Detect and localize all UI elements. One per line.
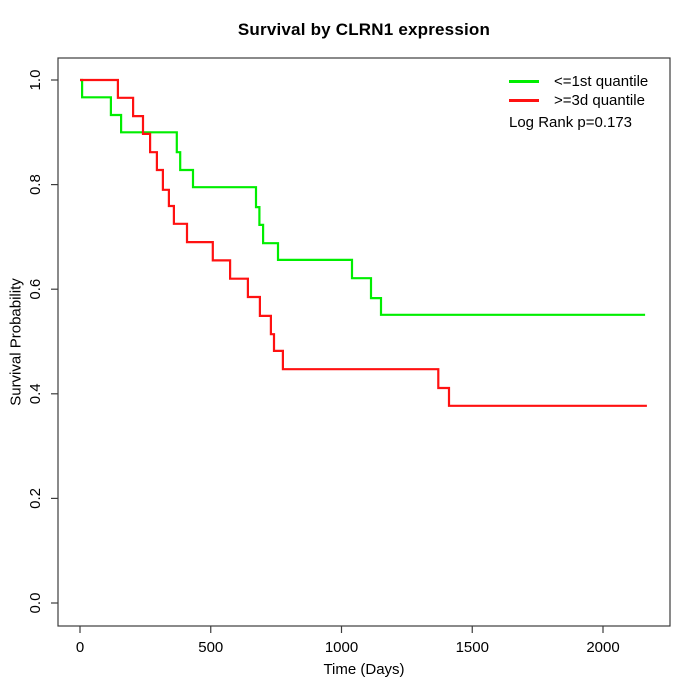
- plot-box: [57, 57, 671, 627]
- y-tick-label: 1.0: [27, 70, 44, 91]
- x-tick-label: 1000: [325, 639, 358, 656]
- y-tick-label: 0.8: [27, 174, 44, 195]
- x-tick-label: 1500: [456, 639, 489, 656]
- legend-line-green: [509, 80, 539, 83]
- x-tick-label: 0: [76, 639, 84, 656]
- y-tick-label: 0.2: [27, 488, 44, 509]
- legend-line-red: [509, 99, 539, 102]
- chart-title: Survival by CLRN1 expression: [237, 20, 491, 39]
- x-axis-ticks: 0 500 1000 1500 2000: [76, 626, 620, 656]
- survival-curve-red: [80, 78, 647, 407]
- y-tick-label: 0.0: [27, 593, 44, 614]
- legend-entry-first-quantile: <=1st quantile: [509, 72, 648, 91]
- y-tick-label: 0.4: [27, 383, 44, 404]
- y-axis-label: Survival Probability: [7, 278, 25, 406]
- x-axis-label: Time (Days): [323, 661, 405, 678]
- legend-entry-third-quantile: >=3d quantile: [509, 91, 648, 110]
- legend-label-first-quantile: <=1st quantile: [554, 73, 649, 90]
- log-rank-annotation: Log Rank p=0.173: [509, 114, 633, 131]
- y-axis-ticks: 0.0 0.2 0.4 0.6 0.8 1.0: [27, 70, 58, 614]
- x-tick-label: 2000: [586, 639, 619, 656]
- x-tick-label: 500: [198, 639, 223, 656]
- legend-label-third-quantile: >=3d quantile: [554, 92, 645, 109]
- survival-curve-green: [80, 78, 646, 316]
- legend: <=1st quantile >=3d quantile: [509, 72, 648, 110]
- y-tick-label: 0.6: [27, 279, 44, 300]
